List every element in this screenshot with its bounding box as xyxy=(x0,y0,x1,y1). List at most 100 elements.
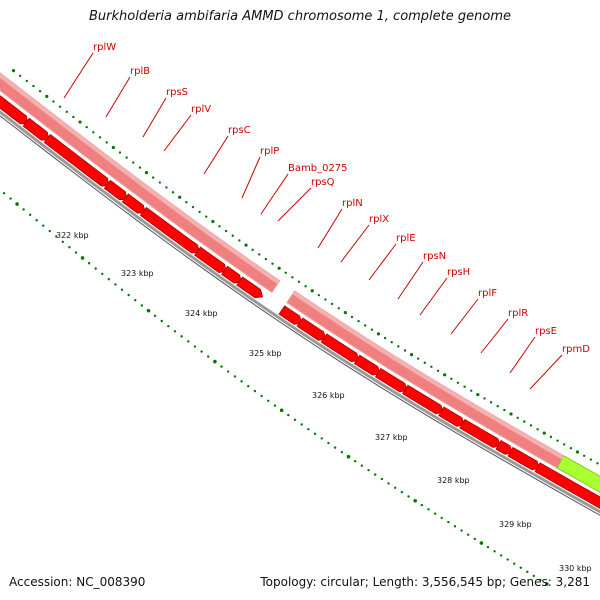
gene-label-rplb[interactable]: rplB xyxy=(130,66,150,77)
gene-arrow xyxy=(236,276,264,299)
backbone-line xyxy=(0,110,600,514)
scale-dot xyxy=(513,562,516,565)
gene-label-rplw[interactable]: rplW xyxy=(93,42,116,53)
tick-dot xyxy=(171,191,175,194)
scale-dot xyxy=(279,408,284,413)
scale-dot xyxy=(127,293,130,297)
tick-dot xyxy=(569,447,573,450)
gene-label-rplv[interactable]: rplV xyxy=(191,104,211,115)
scale-dot xyxy=(273,404,277,407)
tick-dot xyxy=(423,361,427,364)
tick-dot xyxy=(436,369,440,373)
gene-label-rpsc[interactable]: rpsC xyxy=(228,125,251,136)
scale-dot xyxy=(61,240,65,244)
gene-arrow xyxy=(534,462,600,509)
tick-dot xyxy=(589,458,593,461)
gene-arrow xyxy=(194,246,227,273)
scale-dot xyxy=(240,380,243,383)
tick-dot xyxy=(105,141,108,144)
gene-arrow xyxy=(121,193,146,214)
tick-dot xyxy=(244,243,248,247)
tick-dot xyxy=(198,210,201,214)
gene-label-rpsn[interactable]: rpsN xyxy=(423,251,446,262)
tick-dot xyxy=(563,443,566,446)
tick-dot xyxy=(98,136,102,139)
scale-dot xyxy=(207,355,210,358)
label-leader-line xyxy=(277,187,312,222)
scale-dot xyxy=(253,389,257,393)
tick-dot xyxy=(582,454,586,457)
tick-dot xyxy=(456,381,460,384)
scale-dot xyxy=(360,464,364,467)
gene-label-rpss[interactable]: rpsS xyxy=(166,87,188,98)
gene-label-bamb_0275[interactable]: Bamb_0275 xyxy=(288,163,348,174)
scale-label: 327 kbp xyxy=(375,433,408,442)
scale-dot xyxy=(387,482,390,485)
tick-dot xyxy=(443,373,447,377)
gene-label-rpsh[interactable]: rpsH xyxy=(447,267,470,278)
scale-dot xyxy=(35,219,38,222)
cds-band-highlight xyxy=(0,72,280,285)
tick-dot xyxy=(575,450,580,454)
scale-dot xyxy=(313,432,317,436)
accession-label: Accession: NC_008390 xyxy=(9,575,146,589)
label-leader-line xyxy=(419,277,448,316)
gene-arrow xyxy=(495,439,513,455)
scale-label: 329 kbp xyxy=(499,520,532,529)
scale-dot xyxy=(9,197,12,200)
scale-dot xyxy=(193,345,197,348)
gene-arrow xyxy=(43,133,110,187)
tick-dot xyxy=(151,176,155,179)
gene-label-rpse[interactable]: rpsE xyxy=(535,326,557,337)
scale-dot xyxy=(94,267,97,270)
gene-label-rpmd[interactable]: rpmD xyxy=(562,344,590,355)
label-leader-line xyxy=(450,298,479,335)
gene-label-rpln[interactable]: rplN xyxy=(342,198,363,209)
scale-dot xyxy=(333,446,337,449)
tick-dot xyxy=(549,435,553,439)
topology-label: Topology: circular; Length: 3,556,545 bp… xyxy=(260,575,590,589)
scale-dot xyxy=(506,558,509,561)
scale-dot xyxy=(340,450,344,454)
label-leader-line xyxy=(529,354,563,390)
scale-dot xyxy=(400,490,404,494)
tick-dot xyxy=(542,431,546,435)
label-leader-line xyxy=(509,336,536,374)
scale-dot xyxy=(407,495,410,498)
gene-label-rplf[interactable]: rplF xyxy=(478,288,497,299)
gene-label-rpsq[interactable]: rpsQ xyxy=(311,177,335,188)
scale-dot xyxy=(80,256,85,260)
tick-dot xyxy=(317,293,321,297)
tick-dot xyxy=(277,266,281,270)
gene-arrow xyxy=(353,354,381,376)
gene-label-rplx[interactable]: rplX xyxy=(369,214,389,225)
tick-dot xyxy=(489,401,493,404)
tick-dot xyxy=(165,186,168,189)
tick-dot xyxy=(409,353,414,357)
label-leader-line xyxy=(317,208,343,249)
gene-label-rplp[interactable]: rplP xyxy=(260,146,279,157)
scale-dot xyxy=(320,437,323,440)
tick-dot xyxy=(58,105,62,108)
scale-dot xyxy=(420,503,424,507)
scale-dot xyxy=(87,262,91,265)
gene-label-rple[interactable]: rplE xyxy=(396,233,416,244)
tick-dot xyxy=(536,428,539,431)
scale-label: 330 kbp xyxy=(559,564,592,573)
scale-dot xyxy=(327,441,330,445)
tick-dot xyxy=(38,90,42,93)
tick-dot xyxy=(158,181,162,184)
tick-dot xyxy=(343,310,347,315)
scale-dot xyxy=(427,508,430,511)
gene-label-rplr[interactable]: rplR xyxy=(508,308,528,319)
tick-dot xyxy=(132,161,135,164)
gene-arrow xyxy=(103,179,128,201)
scale-dot xyxy=(22,208,25,211)
tick-dot xyxy=(596,462,599,465)
map-title: Burkholderia ambifaria AMMD chromosome 1… xyxy=(88,9,512,24)
gene-arrow xyxy=(374,367,408,393)
tick-dot xyxy=(529,424,533,427)
scale-dot xyxy=(220,365,223,368)
scale-dot xyxy=(227,370,230,373)
